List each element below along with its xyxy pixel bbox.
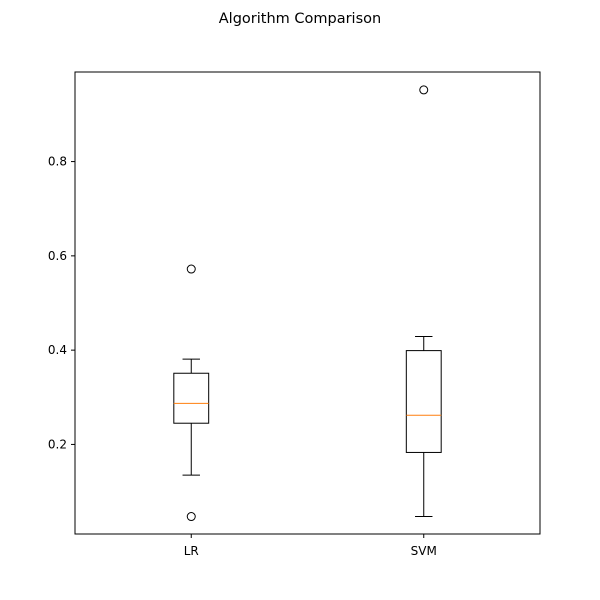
box-svm — [405, 85, 442, 518]
x-tick-label: LR — [184, 544, 199, 558]
y-tick-label: 0.2 — [48, 437, 67, 451]
plot-area — [74, 71, 541, 535]
boxes-layer — [173, 85, 442, 522]
chart-title: Algorithm Comparison — [219, 11, 381, 27]
y-axis: 0.2 0.4 0.6 0.8 — [48, 155, 75, 451]
outlier-point — [186, 264, 196, 274]
x-tick-label: SVM — [411, 544, 437, 558]
y-tick-label: 0.4 — [48, 343, 67, 357]
x-axis: LR SVM — [184, 534, 437, 558]
iqr-box — [173, 372, 210, 424]
y-tick-label: 0.8 — [48, 155, 67, 169]
outlier-point — [419, 85, 429, 95]
box-lr — [173, 264, 210, 522]
iqr-box — [405, 350, 442, 453]
outlier-point — [186, 512, 196, 522]
y-tick-label: 0.6 — [48, 249, 67, 263]
